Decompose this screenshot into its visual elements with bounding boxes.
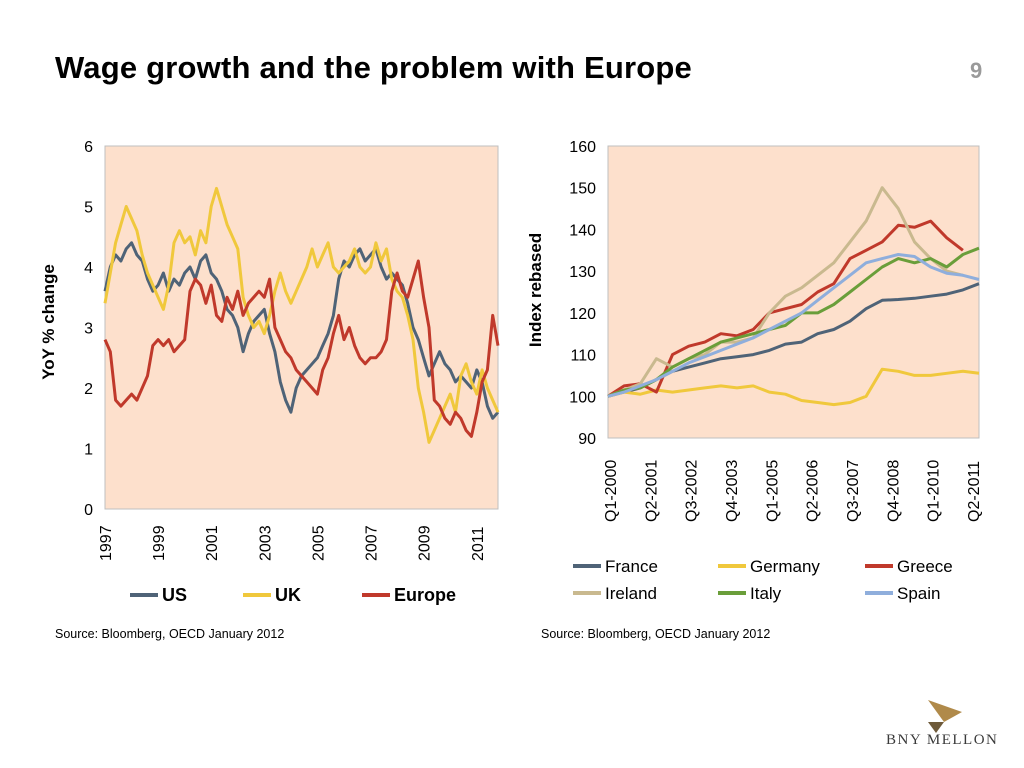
source-left: Source: Bloomberg, OECD January 2012 <box>55 627 285 641</box>
legend-label-ireland: Ireland <box>605 584 657 603</box>
series-line-ireland <box>607 186 964 398</box>
x-tick-label: 1997 <box>98 525 115 561</box>
slide-title: Wage growth and the problem with Europe <box>55 50 692 85</box>
y-axis-label: Index rebased <box>526 233 545 347</box>
x-tick-label: 2011 <box>470 526 487 561</box>
legend-label-uk: UK <box>275 585 301 605</box>
series-line-germany <box>607 367 980 407</box>
x-tick-label: 2003 <box>257 525 274 561</box>
legend-label-us: US <box>162 585 187 605</box>
series-line-italy <box>607 246 980 398</box>
y-tick-label: 160 <box>569 139 596 156</box>
y-tick-label: 140 <box>569 222 596 239</box>
y-tick-label: 2 <box>84 381 93 398</box>
y-tick-label: 1 <box>84 442 93 459</box>
legend-label-italy: Italy <box>750 584 782 603</box>
y-tick-label: 4 <box>84 260 93 277</box>
series-line-europe <box>103 259 500 438</box>
x-tick-label: 2005 <box>310 525 327 561</box>
legend-label-germany: Germany <box>750 557 820 576</box>
x-tick-label: Q1-2005 <box>764 460 781 522</box>
y-tick-label: 90 <box>578 431 596 448</box>
x-tick-label: Q4-2003 <box>724 460 741 522</box>
x-tick-label: Q2-2011 <box>966 461 983 522</box>
x-tick-label: Q4-2008 <box>885 460 902 522</box>
y-tick-label: 6 <box>84 139 93 156</box>
x-tick-label: Q2-2001 <box>643 460 660 522</box>
x-tick-label: Q1-2010 <box>926 460 943 522</box>
y-tick-label: 0 <box>84 502 93 519</box>
legend-label-france: France <box>605 557 658 576</box>
series-line-greece <box>607 219 964 398</box>
y-tick-label: 150 <box>569 181 596 198</box>
y-tick-label: 3 <box>84 321 93 338</box>
x-tick-label: Q2-2006 <box>805 460 822 522</box>
legend-label-spain: Spain <box>897 584 940 603</box>
legend-label-greece: Greece <box>897 557 953 576</box>
x-tick-label: 2001 <box>204 525 221 561</box>
x-tick-label: Q3-2007 <box>845 460 862 522</box>
y-tick-label: 5 <box>84 200 93 217</box>
y-tick-label: 120 <box>569 306 596 323</box>
series-line-uk <box>103 186 500 444</box>
y-tick-label: 110 <box>570 348 596 365</box>
plot-area-1 <box>104 145 499 510</box>
x-tick-label: 1999 <box>151 525 168 561</box>
legend-label-europe: Europe <box>394 585 456 605</box>
y-tick-label: 130 <box>569 264 596 281</box>
x-tick-label: 2007 <box>364 525 381 561</box>
y-tick-label: 100 <box>569 389 596 406</box>
source-right: Source: Bloomberg, OECD January 2012 <box>541 627 771 641</box>
company-logo-text: BNY MELLON <box>886 732 999 748</box>
series-line-spain <box>607 253 980 398</box>
x-tick-label: Q1-2000 <box>603 460 620 522</box>
page-number: 9 <box>970 58 983 83</box>
y-axis-label: YoY % change <box>39 264 58 380</box>
x-tick-label: 2009 <box>417 525 434 561</box>
x-tick-label: Q3-2002 <box>684 460 701 522</box>
